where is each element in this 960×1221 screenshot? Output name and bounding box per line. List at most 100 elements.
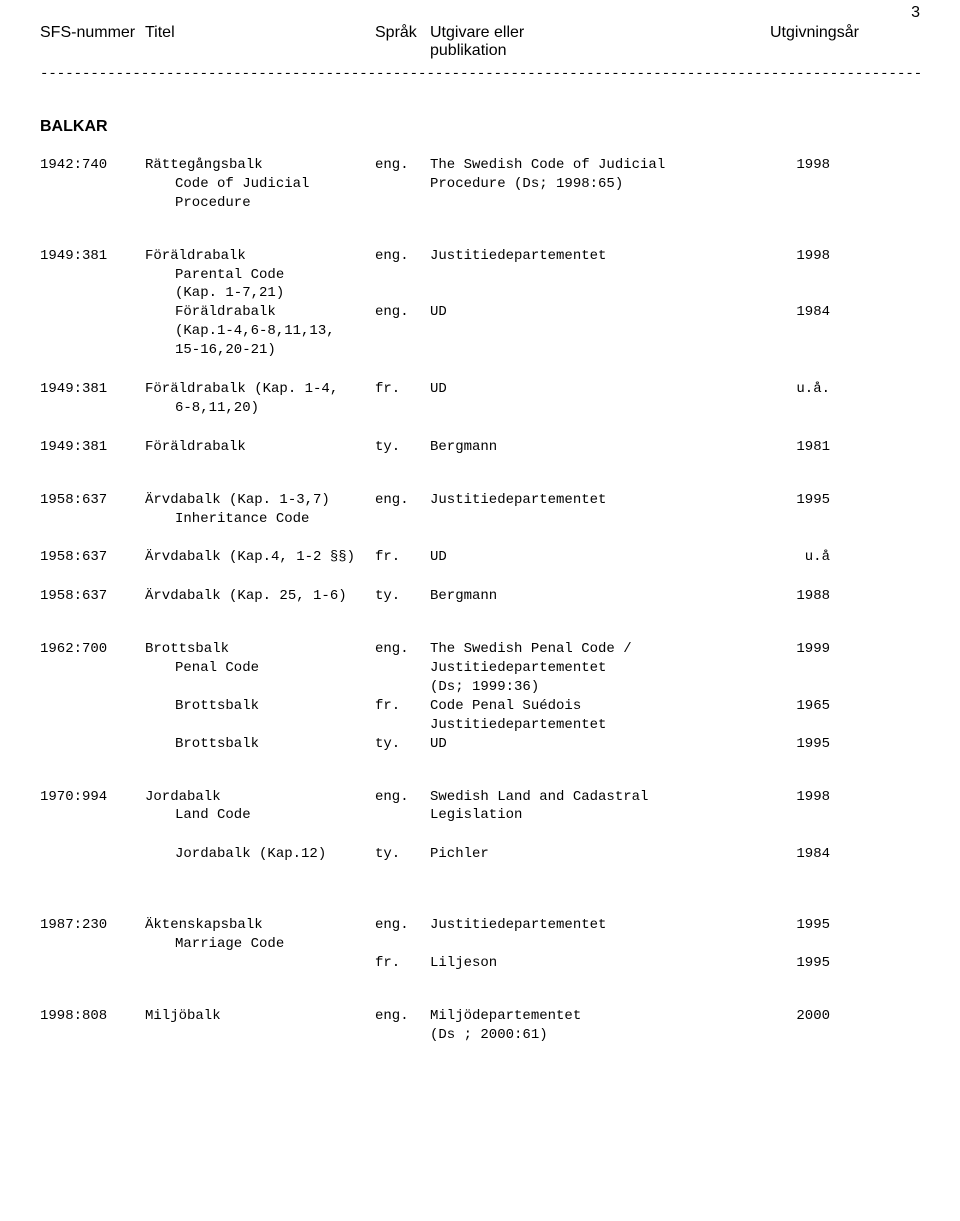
cell-titel: Miljöbalk bbox=[145, 1007, 375, 1026]
cell-sfs: 1958:637 bbox=[40, 587, 145, 606]
cell-year: 1995 bbox=[770, 735, 830, 754]
cell-utgivare: Procedure (Ds; 1998:65) bbox=[430, 175, 770, 194]
table-row: Parental Code bbox=[40, 266, 920, 285]
cell-titel: Land Code bbox=[145, 806, 375, 825]
cell-utgivare: Code Penal Suédois bbox=[430, 697, 770, 716]
cell-year: u.å. bbox=[770, 380, 830, 399]
cell-utgivare: Pichler bbox=[430, 845, 770, 864]
table-row: (Ds; 1999:36) bbox=[40, 678, 920, 697]
cell-titel: Rättegångsbalk bbox=[145, 156, 375, 175]
table-row: Marriage Code bbox=[40, 935, 920, 954]
cell-titel: (Kap.1-4,6-8,11,13, bbox=[145, 322, 375, 341]
page-number: 3 bbox=[911, 4, 920, 22]
header-utgivare: Utgivare eller publikation bbox=[430, 24, 770, 60]
cell-sprak: ty. bbox=[375, 438, 430, 457]
table-row: Procedure bbox=[40, 194, 920, 213]
cell-sprak: eng. bbox=[375, 916, 430, 935]
table-row: 1958:637Ärvdabalk (Kap.4, 1-2 §§)fr.UDu.… bbox=[40, 548, 920, 567]
table-row: Brottsbalkfr.Code Penal Suédois1965 bbox=[40, 697, 920, 716]
cell-sprak: eng. bbox=[375, 303, 430, 322]
cell-sprak: eng. bbox=[375, 1007, 430, 1026]
table-row: 1942:740Rättegångsbalkeng.The Swedish Co… bbox=[40, 156, 920, 175]
cell-utgivare: Liljeson bbox=[430, 954, 770, 973]
cell-utgivare: UD bbox=[430, 303, 770, 322]
cell-sprak: fr. bbox=[375, 697, 430, 716]
cell-sprak: fr. bbox=[375, 548, 430, 567]
cell-sprak: eng. bbox=[375, 156, 430, 175]
cell-year: 1988 bbox=[770, 587, 830, 606]
cell-titel: Föräldrabalk bbox=[145, 438, 375, 457]
cell-sprak: fr. bbox=[375, 954, 430, 973]
table-row: 1958:637Ärvdabalk (Kap. 25, 1-6)ty.Bergm… bbox=[40, 587, 920, 606]
header-year: Utgivningsår bbox=[770, 24, 830, 60]
table-row: Code of Judicial Procedure (Ds; 1998:65) bbox=[40, 175, 920, 194]
cell-sprak: ty. bbox=[375, 735, 430, 754]
cell-sfs: 1958:637 bbox=[40, 491, 145, 510]
cell-sfs: 1962:700 bbox=[40, 640, 145, 659]
cell-utgivare: UD bbox=[430, 380, 770, 399]
cell-sfs: 1970:994 bbox=[40, 788, 145, 807]
cell-titel: Jordabalk bbox=[145, 788, 375, 807]
table-row: Land Code Legislation bbox=[40, 806, 920, 825]
cell-titel: Brottsbalk bbox=[145, 735, 375, 754]
cell-utgivare: Justitiedepartementet bbox=[430, 716, 770, 735]
cell-titel: Ärvdabalk (Kap. 25, 1-6) bbox=[145, 587, 375, 606]
cell-sfs: 1949:381 bbox=[40, 438, 145, 457]
cell-titel: 15-16,20-21) bbox=[145, 341, 375, 360]
cell-titel: Inheritance Code bbox=[145, 510, 375, 529]
cell-titel: Föräldrabalk bbox=[145, 303, 375, 322]
table-row: Brottsbalkty.UD1995 bbox=[40, 735, 920, 754]
table-row: (Ds ; 2000:61) bbox=[40, 1026, 920, 1045]
cell-utgivare: The Swedish Code of Judicial bbox=[430, 156, 770, 175]
header-sprak: Språk bbox=[375, 24, 430, 60]
cell-titel: Äktenskapsbalk bbox=[145, 916, 375, 935]
cell-titel: Brottsbalk bbox=[145, 640, 375, 659]
cell-sprak: eng. bbox=[375, 640, 430, 659]
table-row: 1949:381Föräldrabalkty.Bergmann1981 bbox=[40, 438, 920, 457]
table-row: Penal CodeJustitiedepartementet bbox=[40, 659, 920, 678]
cell-sprak: eng. bbox=[375, 247, 430, 266]
cell-utgivare: Miljödepartementet bbox=[430, 1007, 770, 1026]
cell-sfs: 1942:740 bbox=[40, 156, 145, 175]
cell-year: 1999 bbox=[770, 640, 830, 659]
table-row: 6-8,11,20) bbox=[40, 399, 920, 418]
cell-sfs: 1958:637 bbox=[40, 548, 145, 567]
header-sfs: SFS-nummer bbox=[40, 24, 145, 60]
table-row: 1962:700Brottsbalkeng.The Swedish Penal … bbox=[40, 640, 920, 659]
table-body: 1942:740Rättegångsbalkeng.The Swedish Co… bbox=[40, 156, 920, 1045]
cell-titel: Code of Judicial bbox=[145, 175, 375, 194]
cell-utgivare: (Ds ; 2000:61) bbox=[430, 1026, 770, 1045]
column-headers: SFS-nummer Titel Språk Utgivare eller pu… bbox=[40, 24, 920, 60]
cell-titel: Parental Code bbox=[145, 266, 375, 285]
table-row: (Kap. 1-7,21) bbox=[40, 284, 920, 303]
cell-utgivare: Justitiedepartementet bbox=[430, 491, 770, 510]
cell-utgivare: Justitiedepartementet bbox=[430, 916, 770, 935]
cell-titel: Jordabalk (Kap.12) bbox=[145, 845, 375, 864]
cell-year: 1995 bbox=[770, 954, 830, 973]
cell-year: 1998 bbox=[770, 156, 830, 175]
table-row: Justitiedepartementet bbox=[40, 716, 920, 735]
header-utgivare-l2: publikation bbox=[430, 42, 770, 60]
cell-year: 2000 bbox=[770, 1007, 830, 1026]
cell-utgivare: Swedish Land and Cadastral bbox=[430, 788, 770, 807]
cell-titel: Ärvdabalk (Kap. 1-3,7) bbox=[145, 491, 375, 510]
cell-utgivare: (Ds; 1999:36) bbox=[430, 678, 770, 697]
cell-year: 1981 bbox=[770, 438, 830, 457]
table-row: Jordabalk (Kap.12)ty.Pichler1984 bbox=[40, 845, 920, 864]
divider-line: ----------------------------------------… bbox=[40, 66, 920, 82]
cell-sfs: 1998:808 bbox=[40, 1007, 145, 1026]
cell-titel: Procedure bbox=[145, 194, 375, 213]
header-utgivare-l1: Utgivare eller bbox=[430, 24, 770, 42]
cell-year: 1965 bbox=[770, 697, 830, 716]
table-row: Inheritance Code bbox=[40, 510, 920, 529]
cell-sprak: ty. bbox=[375, 587, 430, 606]
table-row: 1949:381Föräldrabalk (Kap. 1-4,fr.UDu.å. bbox=[40, 380, 920, 399]
section-title: BALKAR bbox=[40, 118, 920, 136]
header-titel: Titel bbox=[145, 24, 375, 60]
table-row: 1970:994Jordabalkeng.Swedish Land and Ca… bbox=[40, 788, 920, 807]
cell-sprak: fr. bbox=[375, 380, 430, 399]
cell-sfs: 1987:230 bbox=[40, 916, 145, 935]
cell-sfs: 1949:381 bbox=[40, 247, 145, 266]
cell-utgivare: Legislation bbox=[430, 806, 770, 825]
table-row: 1987:230Äktenskapsbalkeng.Justitiedepart… bbox=[40, 916, 920, 935]
